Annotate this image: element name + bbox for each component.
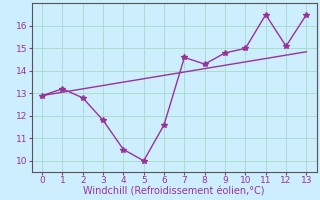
X-axis label: Windchill (Refroidissement éolien,°C): Windchill (Refroidissement éolien,°C)	[84, 187, 265, 197]
